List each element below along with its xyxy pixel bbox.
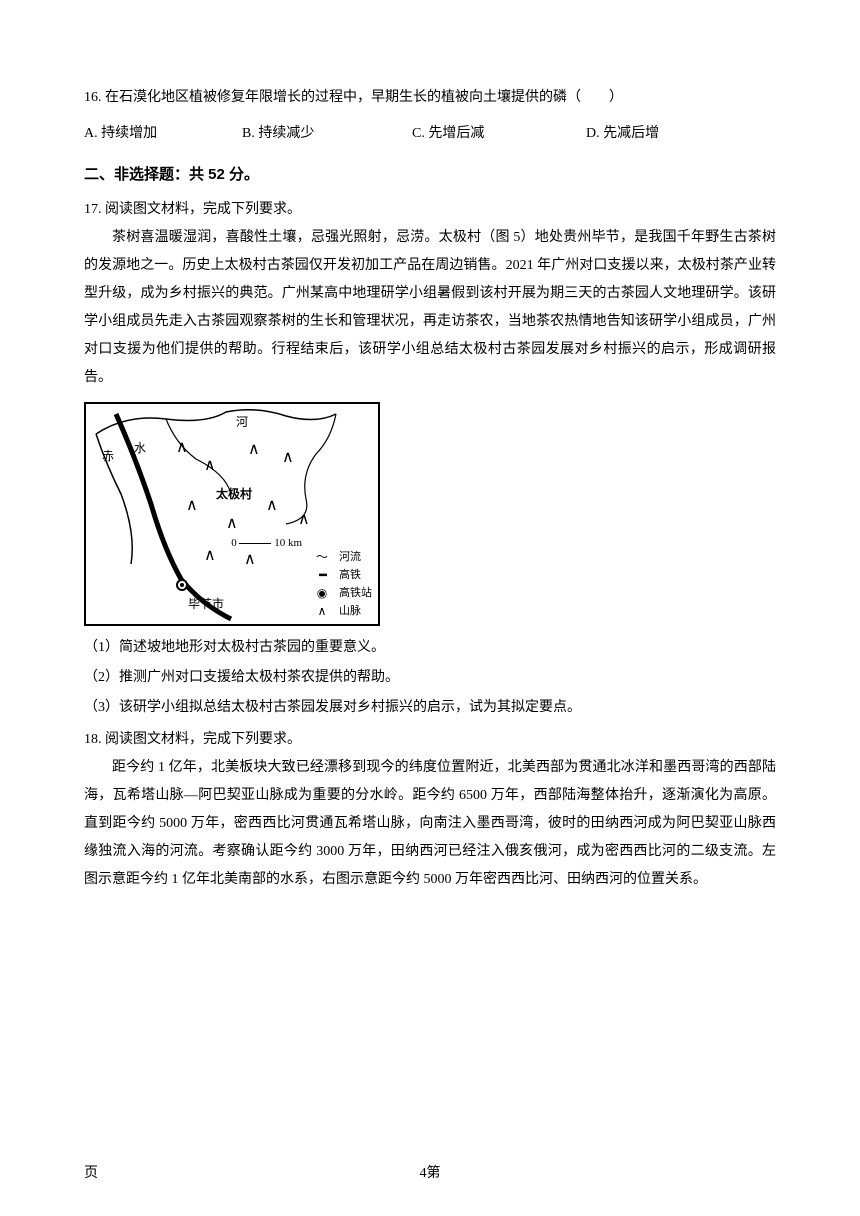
option-b: B. 持续减少 — [242, 120, 412, 148]
map-label-taiji: 太极村 — [216, 482, 252, 506]
question-18-body: 距今约 1 亿年，北美板块大致已经漂移到现今的纬度位置附近，北美西部为贯通北冰洋… — [84, 754, 776, 894]
scale-10: 10 km — [274, 537, 302, 549]
scale-bar: 0 10 km — [231, 532, 302, 554]
station-circle-icon: ◉ — [309, 584, 335, 602]
question-16-text: 16. 在石漠化地区植被修复年限增长的过程中，早期生长的植被向土壤提供的磷（ ） — [84, 84, 776, 112]
mountain-icon: ∧ — [248, 434, 260, 466]
question-17-stem: 17. 阅读图文材料，完成下列要求。 — [84, 196, 776, 224]
legend-station: 高铁站 — [339, 585, 372, 602]
section-2-heading: 二、非选择题：共 52 分。 — [84, 160, 776, 190]
footer-page-number: 4第 — [0, 1162, 860, 1182]
legend-mountain: 山脉 — [339, 603, 361, 620]
option-a: A. 持续增加 — [84, 120, 242, 148]
question-17-sub3: （3）该研学小组拟总结太极村古茶园发展对乡村振兴的启示，试为其拟定要点。 — [84, 694, 776, 722]
map-label-shui: 水 — [134, 436, 146, 460]
mountain-icon: ∧ — [204, 540, 216, 572]
map-figure: 赤 水 河 太极村 毕节市 ∧ ∧ ∧ ∧ ∧ ∧ ∧ ∧ ∧ ∧ 0 10 k… — [84, 402, 380, 626]
map-legend: 〜河流 ━高铁 ◉高铁站 ∧山脉 — [309, 548, 372, 620]
rail-line-icon: ━ — [309, 566, 335, 584]
mountain-icon: ∧ — [266, 490, 278, 522]
legend-rail: 高铁 — [339, 567, 361, 584]
river-path-1 — [96, 410, 336, 434]
station-marker — [176, 579, 188, 591]
map-label-chi: 赤 — [102, 444, 114, 468]
river-wave-icon: 〜 — [309, 548, 335, 566]
question-16-options: A. 持续增加 B. 持续减少 C. 先增后减 D. 先减后增 — [84, 120, 776, 148]
mountain-symbol-icon: ∧ — [309, 602, 335, 620]
map-label-bijie: 毕节市 — [188, 592, 224, 616]
legend-river: 河流 — [339, 549, 361, 566]
question-17-sub1: （1）简述坡地地形对太极村古茶园的重要意义。 — [84, 634, 776, 662]
mountain-icon: ∧ — [282, 442, 294, 474]
question-18-stem: 18. 阅读图文材料，完成下列要求。 — [84, 726, 776, 754]
map-label-he: 河 — [236, 410, 248, 434]
mountain-icon: ∧ — [186, 490, 198, 522]
question-17-sub2: （2）推测广州对口支援给太极村茶农提供的帮助。 — [84, 664, 776, 692]
option-c: C. 先增后减 — [412, 120, 586, 148]
question-17-body: 茶树喜温暖湿润，喜酸性土壤，忌强光照射，忌涝。太极村（图 5）地处贵州毕节，是我… — [84, 224, 776, 392]
option-d: D. 先减后增 — [586, 120, 659, 148]
scale-0: 0 — [231, 537, 237, 549]
mountain-icon: ∧ — [204, 450, 216, 482]
mountain-icon: ∧ — [176, 432, 188, 464]
